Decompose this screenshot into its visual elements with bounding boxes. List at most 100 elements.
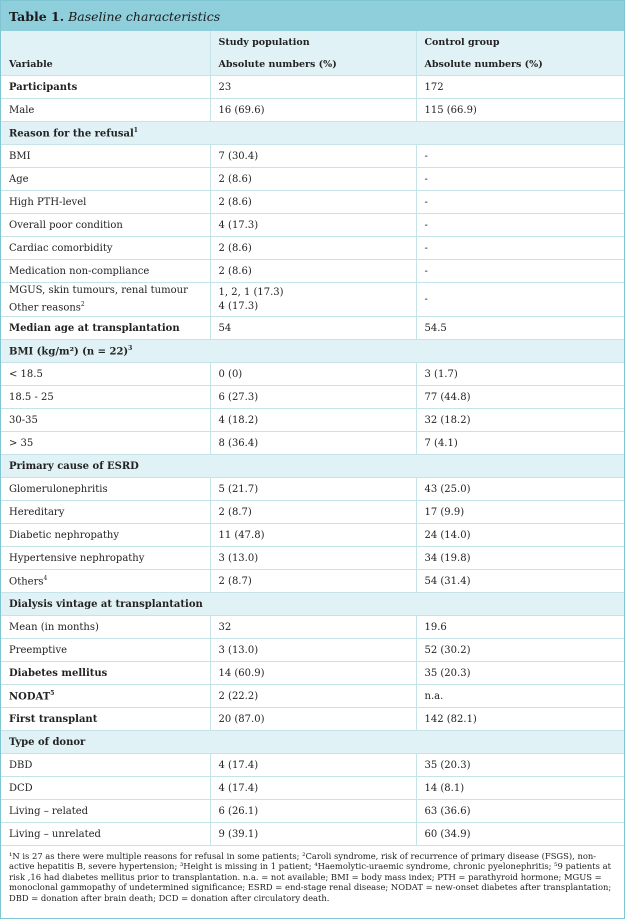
header-variable: Variable <box>1 53 210 76</box>
variable-label: BMI <box>9 150 31 162</box>
footnote-marker: 3 <box>128 344 133 352</box>
section-label: Reason for the refusal <box>9 128 134 140</box>
table-title: Baseline characteristics <box>68 8 221 24</box>
variable-cell: Diabetic nephropathy <box>1 523 210 547</box>
control-cell: 54.5 <box>415 316 624 340</box>
table-row: Median age at transplantation 54 54.5 <box>1 316 624 340</box>
control-value: 172 <box>424 81 444 93</box>
study-cell: 6 (27.3) <box>209 385 416 409</box>
study-value: 7 (30.4) <box>218 150 259 162</box>
study-value: 5 (21.7) <box>218 483 259 495</box>
study-value: 8 (36.4) <box>218 437 259 449</box>
study-value: 54 <box>218 322 232 334</box>
section-header-cell: Reason for the refusal1 <box>1 121 624 145</box>
study-cell: 7 (30.4) <box>209 144 416 168</box>
variable-cell: Median age at transplantation <box>1 316 210 340</box>
study-cell: 3 (13.0) <box>209 546 416 570</box>
table-row: Overall poor condition 4 (17.3) - <box>1 213 624 237</box>
control-value: 115 (66.9) <box>424 104 477 116</box>
table-row: Others4 2 (8.7) 54 (31.4) <box>1 569 624 593</box>
control-cell: 35 (20.3) <box>415 753 624 777</box>
section-label: Primary cause of ESRD <box>9 460 139 472</box>
control-cell: 77 (44.8) <box>415 385 624 409</box>
control-cell: - <box>415 236 624 260</box>
control-cell: 172 <box>415 75 624 99</box>
table-row: MGUS, skin tumours, renal tumour Other re… <box>1 282 624 317</box>
variable-cell: 30-35 <box>1 408 210 432</box>
section-label: Dialysis vintage at transplantation <box>9 598 203 610</box>
variable-label: < 18.5 <box>9 368 43 380</box>
control-cell: - <box>415 190 624 214</box>
control-cell: 52 (30.2) <box>415 638 624 662</box>
section-header-row: Primary cause of ESRD <box>1 454 624 478</box>
table-row: Hypertensive nephropathy 3 (13.0) 34 (19.8… <box>1 546 624 570</box>
study-value: 11 (47.8) <box>218 529 265 541</box>
study-cell: 2 (8.7) <box>209 569 416 593</box>
control-cell: 43 (25.0) <box>415 477 624 501</box>
study-value: 3 (13.0) <box>218 644 259 656</box>
study-cell: 0 (0) <box>209 362 416 386</box>
study-value: 4 (18.2) <box>218 414 259 426</box>
table-row: Mean (in months) 32 19.6 <box>1 615 624 639</box>
section-header-row: Reason for the refusal1 <box>1 121 624 145</box>
study-cell: 8 (36.4) <box>209 431 416 455</box>
study-value: 2 (8.6) <box>218 265 252 277</box>
control-cell: 14 (8.1) <box>415 776 624 800</box>
variable-cell: Others4 <box>1 569 210 593</box>
variable-label: Medication non-compliance <box>9 265 150 277</box>
control-value: 14 (8.1) <box>424 782 465 794</box>
control-cell: - <box>415 167 624 191</box>
section-label: Type of donor <box>9 736 86 748</box>
variable-label: Diabetic nephropathy <box>9 529 119 541</box>
variable-label: Others <box>9 576 44 588</box>
table-row: Hereditary 2 (8.7) 17 (9.9) <box>1 500 624 524</box>
control-cell: 24 (14.0) <box>415 523 624 547</box>
control-value: 17 (9.9) <box>424 506 465 518</box>
variable-cell: Participants <box>1 75 210 99</box>
section-header-cell: Primary cause of ESRD <box>1 454 624 478</box>
control-value: 54 (31.4) <box>424 575 471 587</box>
study-cell: 20 (87.0) <box>209 707 416 731</box>
control-value: 77 (44.8) <box>424 391 471 403</box>
variable-label: Preemptive <box>9 644 68 656</box>
study-cell: 4 (17.3) <box>209 213 416 237</box>
control-value: - <box>424 219 428 231</box>
control-value: n.a. <box>424 690 444 702</box>
control-cell: - <box>415 259 624 283</box>
variable-label: Glomerulonephritis <box>9 483 108 495</box>
header-control-abs-numbers: Absolute numbers (%) <box>415 53 624 76</box>
variable-cell: MGUS, skin tumours, renal tumour Other re… <box>1 282 210 317</box>
variable-label-line2: Other reasons2 <box>9 298 210 315</box>
variable-label: NODAT <box>9 691 51 703</box>
study-value: 4 (17.4) <box>218 782 259 794</box>
table-row: 30-35 4 (18.2) 32 (18.2) <box>1 408 624 432</box>
study-value: 16 (69.6) <box>218 104 265 116</box>
table-row: DCD 4 (17.4) 14 (8.1) <box>1 776 624 800</box>
control-value: 24 (14.0) <box>424 529 471 541</box>
control-value: - <box>424 173 428 185</box>
variable-label: DCD <box>9 782 33 794</box>
variable-label: High PTH-level <box>9 196 87 208</box>
table-row: DBD 4 (17.4) 35 (20.3) <box>1 753 624 777</box>
variable-cell: NODAT5 <box>1 684 210 708</box>
control-value: - <box>424 196 428 208</box>
header-control-group: Control group <box>415 31 624 53</box>
table-row: Diabetes mellitus 14 (60.9) 35 (20.3) <box>1 661 624 685</box>
variable-label: Living – unrelated <box>9 828 101 840</box>
study-cell: 4 (18.2) <box>209 408 416 432</box>
study-value: 23 <box>218 81 232 93</box>
study-cell: 14 (60.9) <box>209 661 416 685</box>
variable-cell: DCD <box>1 776 210 800</box>
variable-label: Hereditary <box>9 506 65 518</box>
control-cell: 34 (19.8) <box>415 546 624 570</box>
study-cell: 5 (21.7) <box>209 477 416 501</box>
control-value: 35 (20.3) <box>424 667 471 679</box>
table-row: BMI 7 (30.4) - <box>1 144 624 168</box>
table-row: Diabetic nephropathy 11 (47.8) 24 (14.0) <box>1 523 624 547</box>
section-header-row: BMI (kg/m²) (n = 22)3 <box>1 339 624 363</box>
variable-cell: Medication non-compliance <box>1 259 210 283</box>
footnote-marker: 5 <box>50 689 55 697</box>
control-value: 32 (18.2) <box>424 414 471 426</box>
variable-label: > 35 <box>9 437 34 449</box>
